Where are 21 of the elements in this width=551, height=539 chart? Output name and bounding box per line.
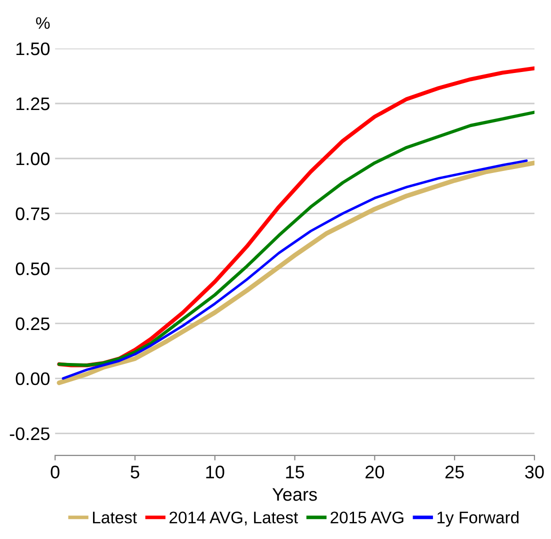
- x-tick-label: 25: [445, 466, 464, 478]
- y-tick-label: 1.00: [16, 152, 50, 166]
- x-axis-title: Years: [272, 488, 317, 501]
- x-tick-label: 20: [366, 466, 384, 478]
- legend-label: 2015 AVG: [330, 512, 404, 524]
- legend-label: Latest: [93, 512, 137, 524]
- x-tick-label: 15: [286, 466, 304, 478]
- y-tick-label: 1.25: [16, 97, 50, 110]
- y-axis-title: %: [36, 17, 50, 29]
- y-tick-label: 0.00: [16, 372, 50, 386]
- y-tick-label: 0.25: [16, 317, 50, 330]
- y-tick-label: 0.75: [16, 207, 50, 220]
- y-tick-label: -0.25: [10, 427, 50, 440]
- y-tick-label: 1.50: [16, 42, 50, 56]
- x-tick-label: 10: [206, 466, 224, 478]
- legend-label: 2014 AVG, Latest: [170, 512, 298, 526]
- x-tick-label: 5: [130, 466, 140, 478]
- x-tick-label: 0: [50, 466, 60, 478]
- x-tick-label: 30: [525, 466, 544, 478]
- y-tick-label: 0.50: [16, 262, 50, 276]
- legend-label: 1y Forward: [437, 511, 519, 527]
